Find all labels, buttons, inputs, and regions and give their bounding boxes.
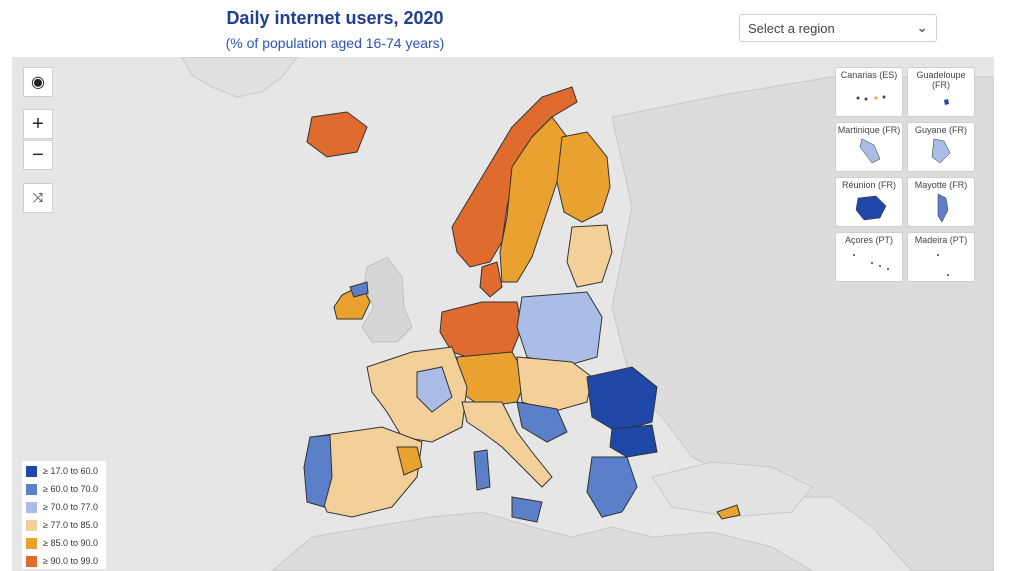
inset-label: Guadeloupe (FR) — [916, 70, 966, 90]
zoom-out-button[interactable]: − — [23, 140, 53, 170]
region-germany-south[interactable] — [456, 351, 528, 408]
legend-item: ≥ 85.0 to 90.0 — [26, 537, 98, 549]
region-finland[interactable] — [556, 131, 611, 223]
region-denmark[interactable] — [479, 261, 503, 298]
zoom-in-button[interactable]: + — [23, 109, 53, 139]
region-ireland-north[interactable] — [349, 281, 369, 298]
chevron-down-icon: ⌄ — [916, 19, 928, 35]
land-greenland — [181, 57, 298, 98]
inset-guadeloupe[interactable]: Guadeloupe (FR) — [907, 67, 975, 117]
globe-icon: ◉ — [31, 74, 45, 91]
inset-mayotte[interactable]: Mayotte (FR) — [907, 177, 975, 227]
region-romania[interactable] — [586, 366, 658, 433]
land-uk — [361, 256, 413, 343]
map-title: Daily internet users, 2020 — [226, 8, 444, 28]
legend-label: ≥ 17.0 to 60.0 — [43, 466, 98, 476]
region-sardinia[interactable] — [473, 449, 491, 491]
globe-button[interactable]: ◉ — [23, 67, 53, 97]
region-sweden[interactable] — [499, 116, 568, 283]
inset-label: Martinique (FR) — [837, 125, 901, 135]
map-canvas[interactable]: ◉ + − ⤨ Canarias (ES) Guadeloupe (FR) Ma… — [12, 57, 994, 571]
inset-madeira[interactable]: Madeira (PT) — [907, 232, 975, 282]
land-africa — [271, 511, 813, 571]
region-greece[interactable] — [586, 456, 638, 518]
region-croatia[interactable] — [516, 401, 568, 443]
collapse-icon: ⤨ — [32, 190, 44, 205]
legend: ≥ 17.0 to 60.0 ≥ 60.0 to 70.0 ≥ 70.0 to … — [22, 461, 106, 569]
inset-martinique[interactable]: Martinique (FR) — [835, 122, 903, 172]
legend-swatch — [26, 483, 37, 495]
region-catalonia[interactable] — [396, 446, 423, 476]
map-subtitle: (% of population aged 16-74 years) — [225, 35, 445, 51]
legend-label: ≥ 90.0 to 99.0 — [43, 556, 98, 566]
inset-reunion[interactable]: Réunion (FR) — [835, 177, 903, 227]
region-central[interactable] — [516, 356, 593, 413]
inset-canarias[interactable]: Canarias (ES) — [835, 67, 903, 117]
legend-swatch — [26, 519, 37, 531]
inset-label: Guyane (FR) — [914, 125, 967, 135]
region-bulgaria[interactable] — [609, 424, 658, 458]
land-turkey — [651, 461, 813, 518]
legend-label: ≥ 77.0 to 85.0 — [43, 520, 98, 530]
legend-item: ≥ 17.0 to 60.0 — [26, 465, 98, 477]
region-sicily[interactable] — [511, 496, 543, 523]
region-portugal[interactable] — [303, 434, 333, 508]
region-poland[interactable] — [516, 291, 603, 368]
legend-label: ≥ 60.0 to 70.0 — [43, 484, 98, 494]
inset-label: Mayotte (FR) — [914, 180, 968, 190]
inset-acores[interactable]: Açores (PT) — [835, 232, 903, 282]
region-baltics[interactable] — [566, 224, 613, 288]
legend-label: ≥ 70.0 to 77.0 — [43, 502, 98, 512]
legend-item: ≥ 90.0 to 99.0 — [26, 555, 98, 567]
inset-label: Réunion (FR) — [841, 180, 897, 190]
legend-swatch — [26, 537, 37, 549]
legend-swatch — [26, 465, 37, 477]
region-select[interactable]: Select a region ⌄ — [739, 14, 937, 42]
legend-item: ≥ 60.0 to 70.0 — [26, 483, 98, 495]
region-select-placeholder: Select a region — [748, 21, 835, 36]
legend-swatch — [26, 555, 37, 567]
legend-item: ≥ 77.0 to 85.0 — [26, 519, 98, 531]
legend-item: ≥ 70.0 to 77.0 — [26, 501, 98, 513]
inset-label: Canarias (ES) — [840, 70, 898, 80]
region-cyprus[interactable] — [716, 504, 741, 520]
legend-label: ≥ 85.0 to 90.0 — [43, 538, 98, 548]
inset-label: Madeira (PT) — [914, 235, 968, 245]
region-iceland[interactable] — [306, 111, 368, 158]
legend-swatch — [26, 501, 37, 513]
inset-label: Açores (PT) — [844, 235, 893, 245]
fullscreen-button[interactable]: ⤨ — [23, 183, 53, 213]
region-italy[interactable] — [461, 401, 553, 488]
region-france-central[interactable] — [416, 366, 453, 413]
inset-guyane[interactable]: Guyane (FR) — [907, 122, 975, 172]
